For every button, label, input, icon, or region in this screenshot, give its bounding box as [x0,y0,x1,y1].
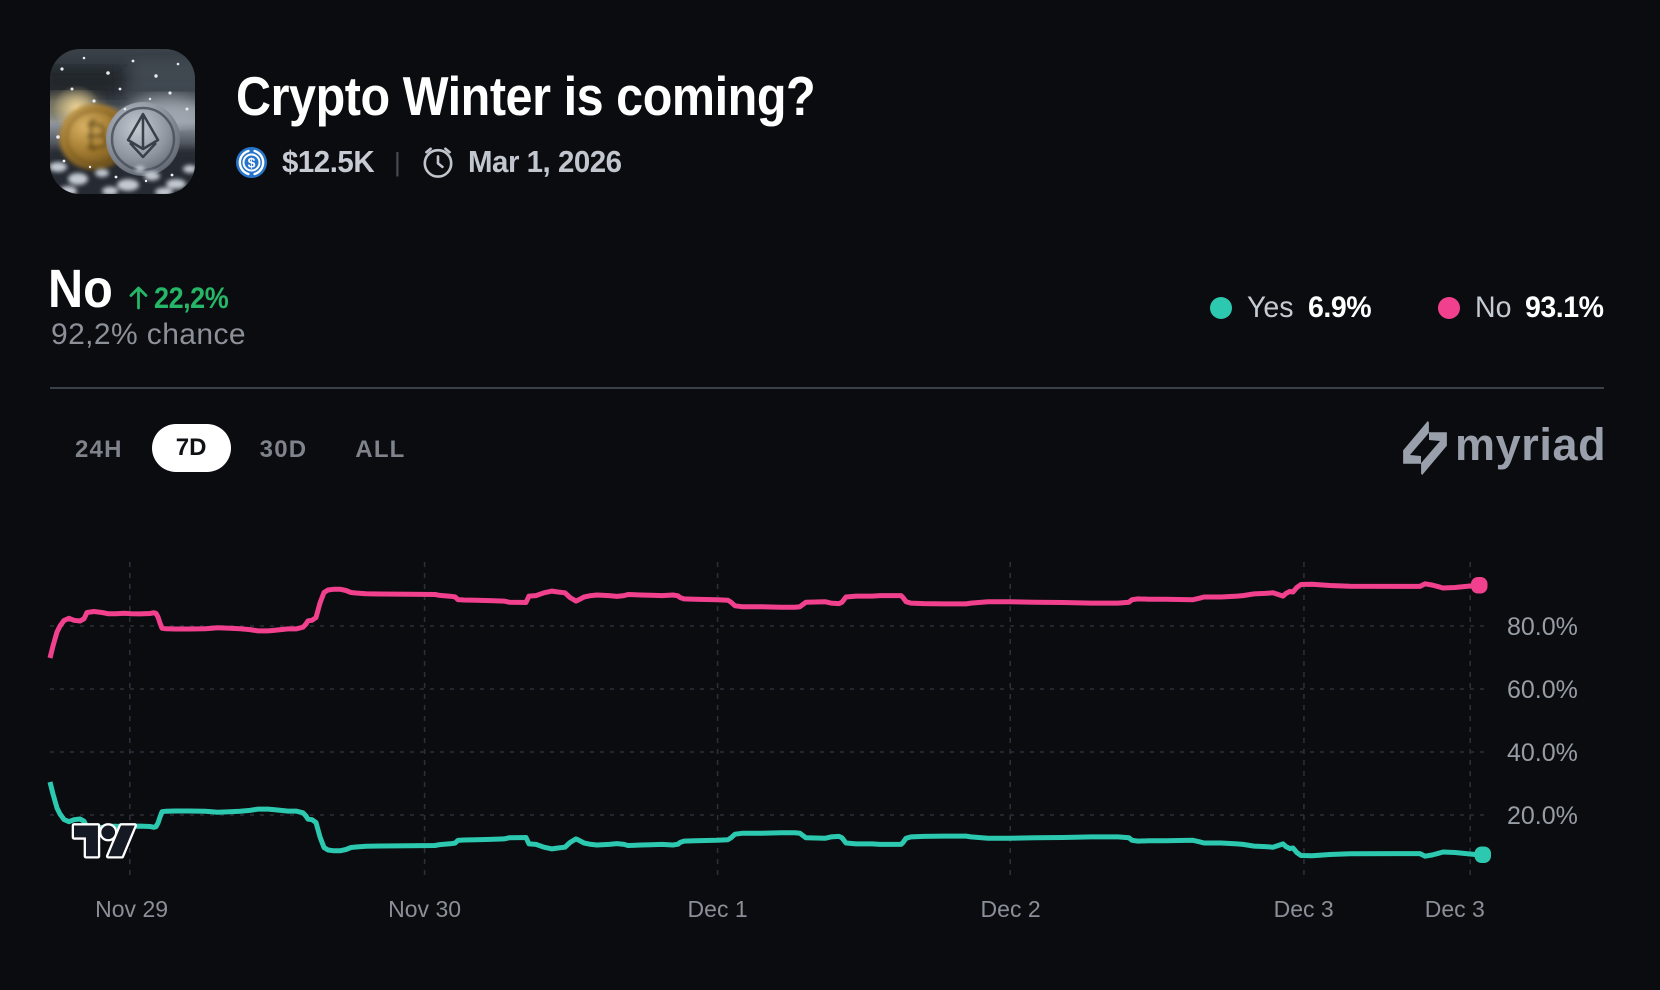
svg-text:Nov 29: Nov 29 [95,896,168,922]
svg-text:20.0%: 20.0% [1507,802,1578,830]
svg-text:40.0%: 40.0% [1507,739,1578,767]
svg-text:60.0%: 60.0% [1507,676,1578,704]
svg-text:$: $ [248,154,256,170]
svg-text:Dec 2: Dec 2 [981,896,1041,922]
svg-text:Dec 3: Dec 3 [1274,896,1334,922]
svg-text:80.0%: 80.0% [1507,613,1578,641]
svg-text:Dec 1: Dec 1 [688,896,748,922]
svg-text:Nov 30: Nov 30 [388,896,461,922]
svg-text:Dec 3: Dec 3 [1425,896,1485,922]
